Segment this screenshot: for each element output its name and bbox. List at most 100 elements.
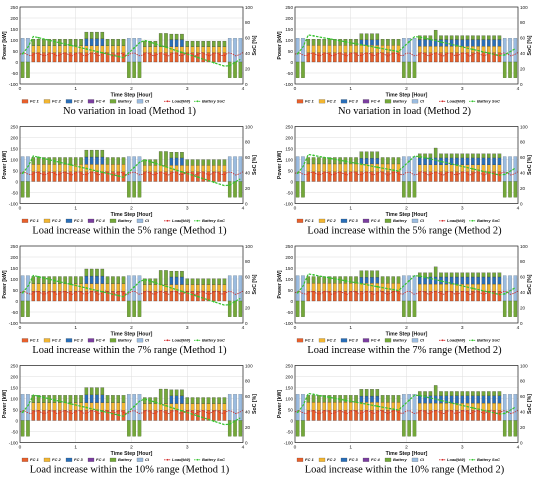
legend-entry: FC 4 [371,457,380,462]
bar-fc3 [487,276,491,285]
bar-battery [52,395,57,403]
bar-fc3 [465,395,470,404]
bar-fc1 [433,171,438,182]
bar-battery [73,395,78,403]
legend-entry: CI [145,99,150,104]
bar-fc2 [158,46,163,53]
bar-fc1 [439,171,443,182]
bar-fc3 [487,39,491,47]
bar-fc1 [111,171,115,182]
bar-battery [217,397,221,404]
bar-ci [238,156,243,182]
bar-fc3 [84,38,89,46]
bar-fc3 [375,277,380,284]
bar-fc1 [95,52,99,63]
y-axis-label: Power [kW] [2,151,8,180]
bar-fc1 [84,171,89,182]
soc-point [424,276,426,279]
bar-ci [26,394,30,421]
y2-tick-label: 40 [245,171,251,176]
y2-tick-label: 100 [245,5,253,10]
bar-fc2 [433,164,438,172]
bar-fc2 [465,46,470,53]
y2-tick-label: 100 [245,363,253,368]
soc-point [503,412,506,415]
bar-battery [180,33,184,40]
bar-fc2 [116,164,120,172]
bar-fc1 [370,171,374,182]
bar-battery [95,268,99,277]
y2-tick-label: 80 [520,20,526,25]
soc-point [312,273,315,276]
legend-swatch [318,99,326,104]
bar-ci [20,394,25,421]
bar-fc3 [375,158,380,165]
bar-battery [201,159,205,166]
bar-fc3 [455,276,459,285]
bar-battery [391,276,395,284]
soc-point [21,411,24,414]
bar-battery [121,395,126,403]
bar-fc3 [487,157,491,165]
bar-fc1 [428,290,433,302]
soc-point [424,395,426,398]
bar-fc2 [428,283,433,292]
bar-fc2 [100,164,105,172]
bar-fc1 [42,171,46,182]
bar-battery [333,38,337,46]
bar-fc2 [418,283,422,292]
bar-battery [132,61,136,78]
soc-point [117,294,120,297]
bar-battery [311,276,316,284]
bar-fc1 [95,290,99,302]
bar-fc3 [481,39,486,47]
y2-tick-label: 60 [245,394,251,399]
y-tick-label: 50 [13,407,19,412]
bar-fc1 [481,410,486,421]
bar-battery [185,159,190,166]
y-tick-label: 100 [285,157,293,162]
bar-fc3 [418,276,422,285]
y-tick-label: 150 [10,27,18,32]
soc-point [85,167,88,170]
legend-entry: Load(kW) [447,457,466,462]
bar-battery [95,31,99,39]
bar-battery [63,157,67,165]
legend-entry: Load(kW) [447,338,466,343]
bar-fc3 [492,39,496,47]
bar-fc2 [185,46,190,53]
legend-entry: FC 3 [349,338,358,343]
bar-fc3 [100,275,105,284]
bar-battery [364,151,369,159]
soc-point [344,40,347,43]
soc-point [408,160,411,163]
bar-battery [301,181,305,198]
bar-battery [502,61,507,78]
y2-tick-label: 40 [245,290,251,295]
bar-fc2 [418,402,422,411]
bar-battery [476,153,480,159]
y-tick-label: 150 [285,27,293,32]
soc-point [392,288,395,291]
bar-fc3 [180,157,184,166]
legend-entry: Battery SoC [202,338,225,343]
bar-fc1 [63,52,67,63]
bar-fc2 [52,164,57,172]
soc-point [296,291,299,294]
legend-entry: Battery [393,99,408,104]
bar-ci [295,156,300,182]
legend-swatch [411,218,419,223]
bar-fc3 [95,38,99,46]
y-tick-label: -100 [9,321,19,326]
bar-fc3 [455,157,459,165]
bar-fc2 [153,46,158,53]
bar-fc3 [460,39,465,47]
bar-fc2 [311,401,316,411]
y2-axis-label: SoC [%] [252,394,258,414]
bar-ci [127,156,131,182]
bar-battery [233,420,237,437]
bar-battery [317,395,321,403]
bar-fc3 [497,395,502,404]
bar-battery [158,33,163,47]
bar-battery [375,389,380,397]
